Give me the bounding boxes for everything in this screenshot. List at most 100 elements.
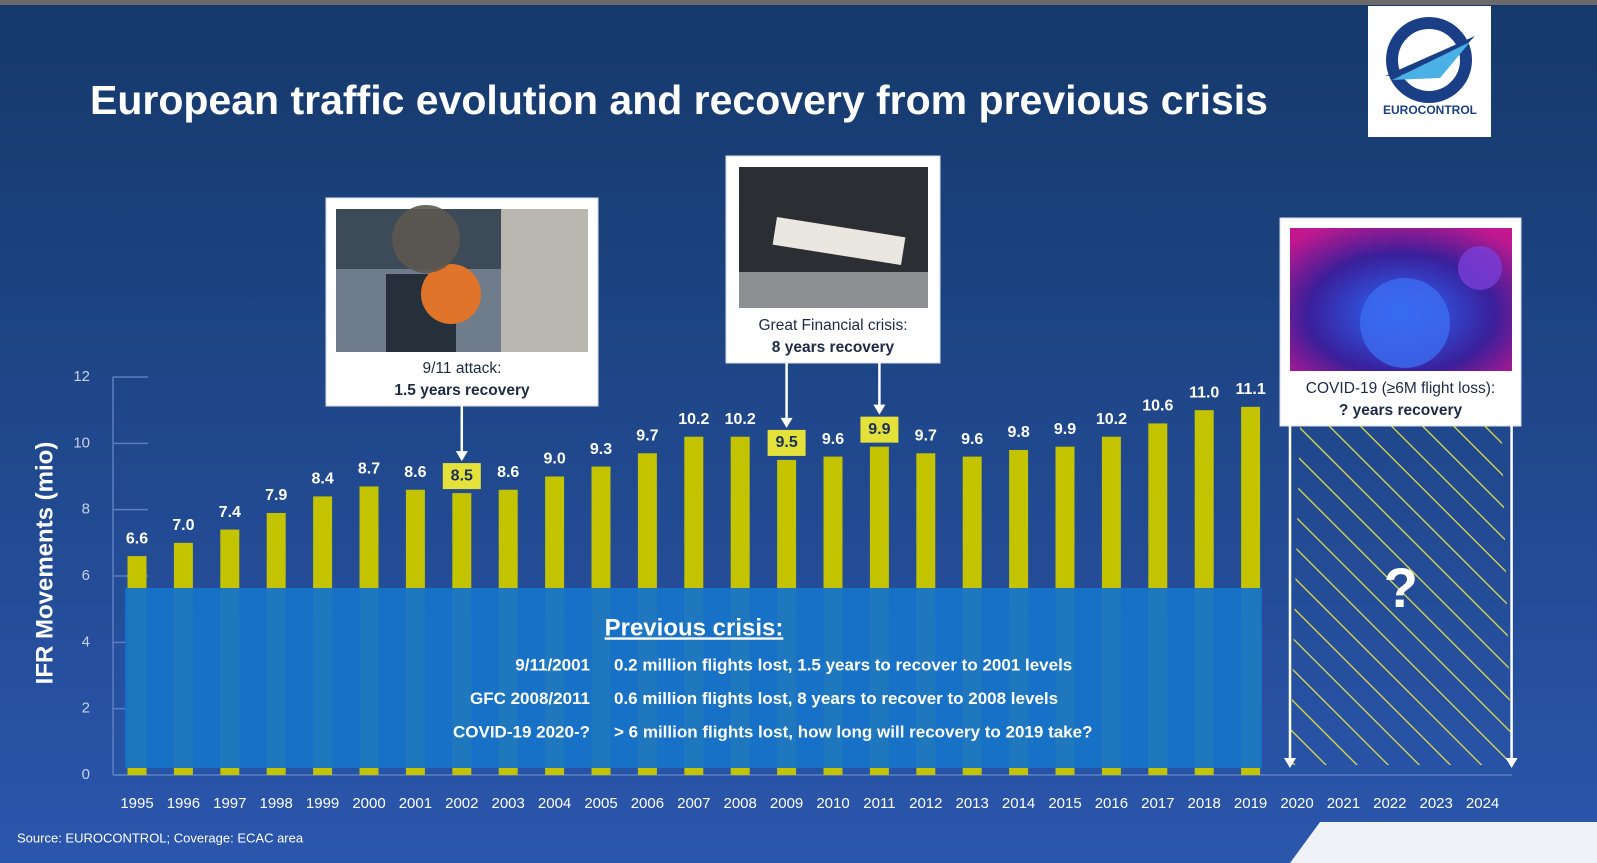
title: European traffic evolution and recovery … [90,77,1268,123]
value-label: 11.1 [1235,381,1265,398]
value-label: 9.6 [961,431,983,448]
callout-text: COVID-19 (≥6M flight loss): [1306,380,1495,397]
crisis-detail: 0.6 million flights lost, 8 years to rec… [614,689,1058,708]
callout: 9/11 attack: 1.5 years recovery [325,197,599,407]
value-label: 8.6 [497,464,519,481]
unknown-label: ? [1384,556,1418,619]
callout-text: Great Financial crisis: [758,317,907,334]
value-label: 9.3 [590,441,612,458]
x-tick-label: 2021 [1327,795,1360,812]
value-label: 7.9 [265,487,287,504]
value-label: 10.2 [678,411,709,428]
x-tick-label: 2013 [956,795,989,812]
x-tick-label: 2022 [1373,795,1406,812]
crisis-name: GFC 2008/2011 [470,689,590,708]
crisis-name: COVID-19 2020-? [453,722,590,741]
callout-detail: 1.5 years recovery [394,382,530,399]
x-tick-label: 2020 [1280,795,1313,812]
value-label: 9.6 [822,431,844,448]
crisis-name: 9/11/2001 [515,655,590,674]
x-tick-label: 2006 [631,795,664,812]
photo-smoke [392,205,460,273]
value-label-highlight [767,429,806,456]
value-label: 9.0 [543,451,565,468]
value-label-highlight [442,463,481,490]
value-label: 7.0 [172,517,194,534]
arrow-head [1284,758,1296,768]
callout: COVID-19 (≥6M flight loss): ? years recov… [1279,217,1522,427]
x-tick-label: 2008 [724,795,757,812]
x-tick-label: 2024 [1466,795,1499,812]
value-label: 9.9 [868,421,890,438]
x-tick-label: 2019 [1234,795,1267,812]
logo-text: EUROCONTROL [1383,103,1477,117]
x-tick-label: 1996 [167,795,200,812]
y-axis-label: IFR Movements (mio) [31,442,58,685]
y-tick-label: 0 [82,766,90,783]
value-label: 6.6 [126,530,148,547]
x-tick-label: 2009 [770,795,803,812]
x-tick-label: 1999 [306,795,339,812]
y-tick-label: 6 [82,567,90,584]
x-tick-label: 1995 [120,795,153,812]
x-tick-label: 2015 [1048,795,1081,812]
value-label: 9.8 [1007,424,1029,441]
y-tick-label: 8 [82,501,90,518]
y-tick-label: 2 [82,700,90,717]
callout-detail: ? years recovery [1339,402,1463,419]
x-tick-label: 2007 [677,795,710,812]
photo-virus [1458,246,1502,290]
crisis-detail: > 6 million flights lost, how long will … [614,722,1092,741]
top-strip [0,0,1597,5]
arrow-head [780,417,793,428]
crisis-detail: 0.2 million flights lost, 1.5 years to r… [614,655,1072,674]
logo-wing [1385,36,1475,76]
y-tick-label: 4 [82,633,90,650]
crisis-title: Previous crisis: [605,614,784,641]
value-label: 10.6 [1142,398,1173,415]
photo-ground [739,272,928,308]
x-tick-label: 1997 [213,795,246,812]
value-label: 8.6 [404,464,426,481]
x-tick-label: 2012 [909,795,942,812]
callout-detail: 8 years recovery [772,339,895,356]
value-label: 7.4 [219,504,241,521]
value-label: 10.2 [725,411,756,428]
hatch-area [1290,426,1512,765]
logo-ring [1386,17,1472,103]
photo-tower [501,209,588,352]
x-tick-label: 2018 [1188,795,1221,812]
value-label: 10.2 [1096,411,1127,428]
arrow-head [455,451,468,462]
x-tick-label: 2016 [1095,795,1128,812]
y-tick-label: 10 [73,434,90,451]
photo-fire [421,264,481,324]
value-label: 9.7 [915,428,937,445]
photo-banner [772,217,906,265]
crisis-box [125,588,1262,768]
value-label: 9.9 [1054,421,1076,438]
x-tick-label: 2001 [399,795,432,812]
x-tick-label: 2017 [1141,795,1174,812]
y-tick-label: 12 [73,368,90,385]
x-tick-label: 2003 [492,795,525,812]
x-tick-label: 2023 [1420,795,1453,812]
x-tick-label: 2010 [816,795,849,812]
photo-virus [1360,278,1450,368]
arrow-head [1505,758,1518,768]
logo: EUROCONTROL [1368,6,1491,137]
value-label-highlight [860,416,899,443]
x-tick-label: 2004 [538,795,571,812]
callout-text: 9/11 attack: [423,360,502,377]
x-tick-label: 1998 [260,795,293,812]
x-tick-label: 2002 [445,795,478,812]
value-label: 11.0 [1189,384,1219,401]
x-tick-label: 2000 [352,795,385,812]
x-tick-label: 2014 [1002,795,1035,812]
x-tick-label: 2011 [863,795,895,812]
logo-wing [1392,42,1470,80]
callout: Great Financial crisis: 8 years recovery [725,155,941,364]
value-label: 9.5 [775,434,797,451]
source: Source: EUROCONTROL; Coverage: ECAC area [17,830,304,845]
